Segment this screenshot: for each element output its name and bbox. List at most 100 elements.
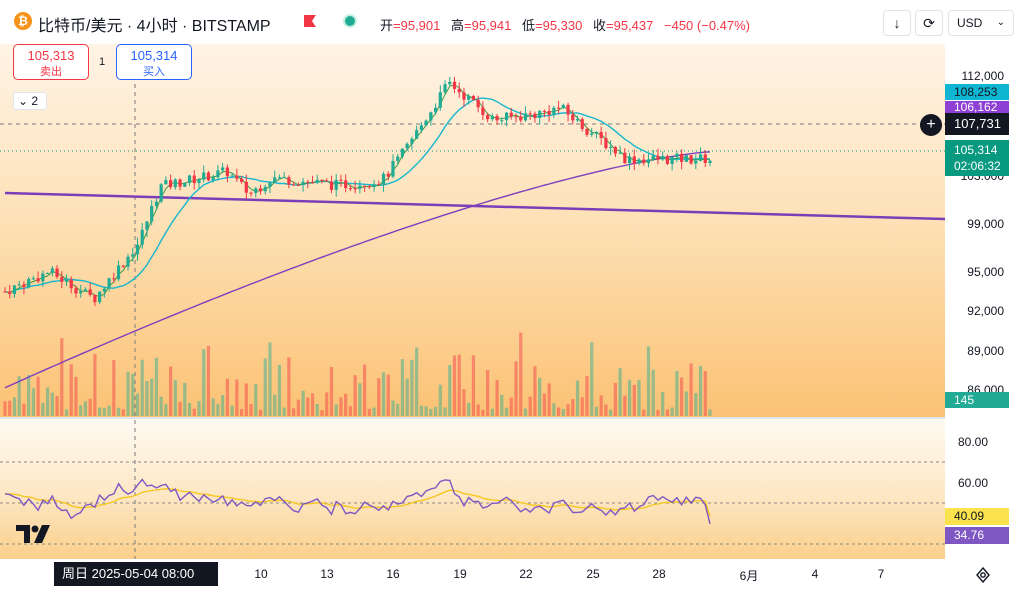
time-tick: 22 [519, 567, 533, 581]
candle-body [211, 177, 215, 181]
volume-bar [500, 394, 504, 416]
download-button[interactable]: ↓ [883, 10, 911, 36]
candle-body [571, 114, 575, 121]
price-tick: 95,000 [967, 265, 1004, 279]
candle-body [637, 159, 641, 164]
volume-bar [277, 364, 282, 416]
volume-bar [45, 387, 50, 416]
candle-body [27, 278, 31, 288]
candle-body [410, 138, 414, 144]
settings-icon[interactable] [975, 567, 991, 583]
candle-body [585, 128, 589, 135]
volume-bar [519, 332, 523, 416]
open-label: 开 [380, 18, 394, 33]
volume-bar [301, 390, 305, 416]
volume-bar [107, 405, 111, 416]
candle-body [159, 184, 163, 202]
candle-body [604, 138, 608, 149]
candle-body [268, 182, 272, 187]
candle-body [164, 180, 168, 185]
candle-body [391, 160, 395, 177]
candle-body [703, 154, 707, 164]
volume-bar [183, 382, 187, 416]
candle-body [107, 278, 111, 289]
indicators-toggle[interactable]: ⌄ 2 [13, 92, 47, 110]
buy-price: 105,314 [130, 48, 178, 63]
volume-bar [216, 403, 220, 416]
candle-body [22, 284, 26, 288]
crosshair-time-label: 周日 2025-05-04 08:00 [54, 562, 218, 586]
bar-countdown: 02:06:32 [954, 159, 1001, 173]
candle-body [263, 186, 267, 192]
candle-body [642, 159, 646, 164]
volume-bar [410, 359, 414, 416]
market-status-icon[interactable] [343, 14, 357, 28]
volume-bar [254, 384, 258, 416]
volume-bar [249, 404, 253, 416]
download-icon: ↓ [893, 15, 901, 31]
flag-icon[interactable] [303, 14, 317, 28]
volume-bar [599, 395, 603, 416]
candle-body [187, 175, 192, 183]
volume-bar [391, 400, 395, 416]
tradingview-logo-icon[interactable] [16, 523, 52, 545]
symbol-title[interactable]: 比特币/美元 · 4小时 · BITSTAMP [38, 18, 271, 35]
volume-bar [656, 409, 660, 416]
sell-button[interactable]: 105,313 卖出 [13, 44, 89, 80]
replay-button[interactable]: ⟳ [915, 10, 943, 36]
volume-bar [8, 400, 12, 416]
candle-body [325, 180, 329, 182]
low-label: 低 [522, 18, 536, 33]
candle-body [661, 156, 665, 160]
open-value: =95,901 [393, 18, 441, 33]
add-alert-icon[interactable]: + [920, 114, 942, 136]
ma-green-line [4, 84, 710, 297]
volume-bar [334, 404, 338, 416]
volume-bar [372, 407, 376, 416]
volume-bar [680, 377, 684, 416]
candle-body [183, 182, 187, 187]
currency-value: USD [957, 16, 983, 30]
currency-select[interactable]: USD ⌄ [948, 10, 1014, 36]
ma-fast-price-tag: 108,253 [945, 84, 1009, 100]
volume-bar [55, 395, 59, 416]
volume-bar [178, 401, 182, 416]
rsi-pane[interactable] [0, 419, 945, 559]
candle-body [381, 173, 386, 186]
volume-tag: 145 [945, 392, 1009, 408]
volume-bar [552, 403, 556, 416]
time-tick: 19 [453, 567, 467, 581]
candle-body [443, 84, 447, 93]
volume-bar [282, 407, 286, 416]
candle-body [121, 265, 125, 267]
buy-button[interactable]: 105,314 买入 [116, 44, 192, 80]
time-tick: 13 [320, 567, 334, 581]
volume-bar [400, 359, 405, 416]
candle-body [538, 110, 542, 118]
volume-bar [164, 404, 168, 416]
volume-bar [159, 396, 163, 416]
volume-bar [618, 368, 622, 416]
candle-body [362, 185, 367, 187]
volume-bar [495, 379, 499, 416]
candle-body [680, 153, 684, 162]
price-pane[interactable] [0, 44, 945, 417]
sell-price: 105,313 [27, 48, 75, 63]
crosshair-price-tag: 107,731 [945, 113, 1009, 135]
volume-bars [3, 332, 712, 416]
rsi-tick: 80.00 [957, 435, 988, 449]
spread-value: 1 [99, 56, 106, 68]
volume-bar [646, 346, 651, 416]
volume-bar [211, 398, 215, 416]
candle-body [258, 188, 263, 192]
volume-bar [310, 393, 315, 416]
candle-body [467, 95, 471, 100]
price-tick: 112,000 [961, 69, 1005, 83]
volume-bar [703, 370, 707, 416]
time-axis[interactable]: 10 13 16 19 22 25 28 6月 4 7 周日 2025-05-0… [0, 559, 1024, 591]
volume-bar [202, 349, 206, 416]
close-label: 收 [593, 18, 607, 33]
volume-bar [225, 378, 229, 416]
candle-body [12, 285, 17, 295]
